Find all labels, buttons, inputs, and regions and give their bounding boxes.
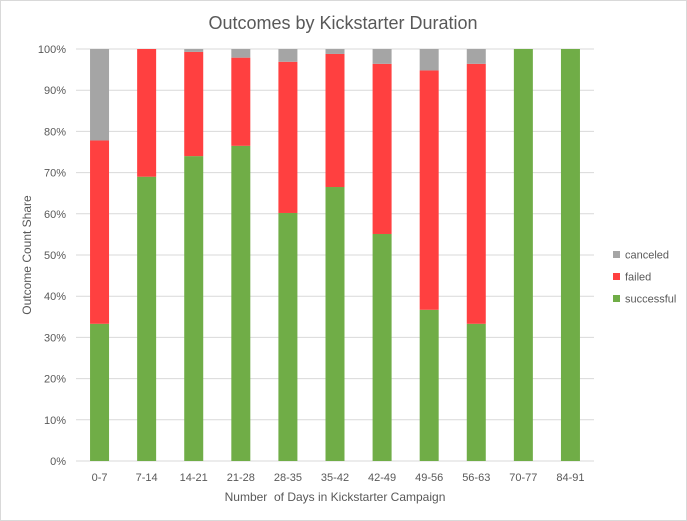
bar-failed-21-28 bbox=[231, 57, 251, 146]
x-tick-label: 28-35 bbox=[274, 472, 302, 484]
legend: canceled failed successful bbox=[613, 250, 676, 306]
bar-canceled-56-63 bbox=[466, 49, 486, 64]
x-tick-label: 0-7 bbox=[92, 472, 108, 484]
y-tick-label: 40% bbox=[44, 291, 66, 303]
bar-failed-35-42 bbox=[325, 53, 345, 188]
bar-failed-49-56 bbox=[419, 70, 439, 310]
bar-failed-7-14 bbox=[137, 49, 157, 177]
y-tick-label: 70% bbox=[44, 168, 66, 180]
legend-swatch-failed bbox=[613, 273, 620, 280]
y-tick-label: 10% bbox=[44, 415, 66, 427]
legend-swatch-successful bbox=[613, 295, 620, 302]
bar-failed-28-35 bbox=[278, 61, 298, 213]
bar-failed-42-49 bbox=[372, 63, 392, 234]
y-axis-ticks: 0% 10% 20% 30% 40% 50% 60% 70% 80% 90% 100% bbox=[38, 44, 66, 468]
bar-canceled-28-35 bbox=[278, 49, 298, 62]
bar-successful-21-28 bbox=[231, 145, 251, 461]
bar-successful-7-14 bbox=[137, 176, 157, 461]
y-axis-label: Outcome Count Share bbox=[20, 195, 34, 315]
bar-successful-35-42 bbox=[325, 187, 345, 461]
legend-label-successful: successful bbox=[625, 294, 676, 306]
bar-successful-84-91 bbox=[560, 49, 580, 461]
bar-successful-49-56 bbox=[419, 309, 439, 461]
bar-canceled-0-7 bbox=[90, 49, 110, 141]
x-axis-ticks: 0-7 7-14 14-21 21-28 28-35 35-42 42-49 49-56 56-… bbox=[92, 472, 585, 484]
x-axis-label: Number of Days in Kickstarter Campaign bbox=[225, 490, 446, 504]
chart-title: Outcomes by Kickstarter Duration bbox=[208, 13, 477, 33]
x-tick-label: 35-42 bbox=[321, 472, 349, 484]
bar-canceled-14-21 bbox=[184, 49, 204, 52]
x-tick-label: 84-91 bbox=[556, 472, 584, 484]
y-tick-label: 0% bbox=[50, 456, 66, 468]
x-tick-label: 21-28 bbox=[227, 472, 255, 484]
bar-canceled-35-42 bbox=[325, 49, 345, 54]
bar-failed-0-7 bbox=[90, 140, 110, 324]
bar-successful-56-63 bbox=[466, 323, 486, 461]
y-tick-label: 80% bbox=[44, 126, 66, 138]
y-tick-label: 60% bbox=[44, 209, 66, 221]
bar-failed-14-21 bbox=[184, 51, 204, 157]
bar-successful-0-7 bbox=[90, 323, 110, 461]
bar-canceled-49-56 bbox=[419, 49, 439, 71]
bar-successful-28-35 bbox=[278, 212, 298, 461]
bar-successful-70-77 bbox=[513, 49, 533, 461]
legend-swatch-canceled bbox=[613, 251, 620, 258]
x-tick-label: 42-49 bbox=[368, 472, 396, 484]
x-tick-label: 14-21 bbox=[180, 472, 208, 484]
bars bbox=[90, 49, 580, 461]
x-tick-label: 49-56 bbox=[415, 472, 443, 484]
bar-failed-56-63 bbox=[466, 63, 486, 324]
x-tick-label: 56-63 bbox=[462, 472, 490, 484]
x-tick-label: 7-14 bbox=[136, 472, 158, 484]
x-tick-label: 70-77 bbox=[509, 472, 537, 484]
legend-label-canceled: canceled bbox=[625, 250, 669, 262]
bar-successful-14-21 bbox=[184, 156, 204, 461]
y-tick-label: 90% bbox=[44, 85, 66, 97]
bar-canceled-42-49 bbox=[372, 49, 392, 64]
bar-successful-42-49 bbox=[372, 233, 392, 461]
y-tick-label: 50% bbox=[44, 250, 66, 262]
bar-canceled-21-28 bbox=[231, 49, 251, 58]
legend-label-failed: failed bbox=[625, 272, 651, 284]
y-tick-label: 30% bbox=[44, 332, 66, 344]
y-tick-label: 20% bbox=[44, 374, 66, 386]
y-tick-label: 100% bbox=[38, 44, 66, 56]
